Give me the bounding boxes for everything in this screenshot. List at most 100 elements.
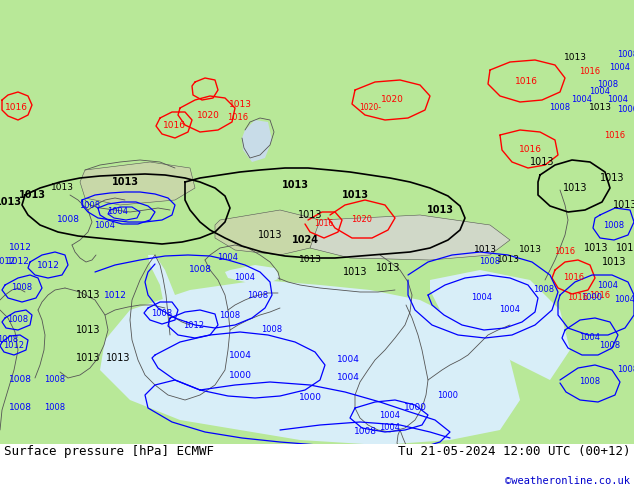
Text: 1016: 1016 (162, 122, 186, 130)
Text: 1016: 1016 (579, 68, 600, 76)
Text: 1012: 1012 (103, 291, 126, 299)
Text: 1008: 1008 (247, 291, 269, 299)
Text: 1013: 1013 (51, 183, 74, 193)
Text: 1008: 1008 (44, 375, 65, 385)
Text: 1004: 1004 (571, 96, 593, 104)
Text: 1013: 1013 (343, 267, 367, 277)
Text: ©weatheronline.co.uk: ©weatheronline.co.uk (505, 476, 630, 486)
Text: 1016: 1016 (555, 247, 576, 256)
Polygon shape (225, 265, 280, 285)
Text: 1004: 1004 (609, 64, 630, 73)
Polygon shape (148, 255, 178, 345)
Text: 1008: 1008 (79, 200, 101, 210)
Polygon shape (215, 210, 320, 255)
Text: 1000: 1000 (299, 393, 321, 402)
Text: 1013: 1013 (600, 173, 624, 183)
Text: 1016: 1016 (604, 130, 626, 140)
Text: 1004: 1004 (614, 295, 634, 304)
Text: 1004: 1004 (217, 253, 238, 263)
Text: 1013: 1013 (612, 200, 634, 210)
Polygon shape (310, 215, 510, 260)
Text: 1008: 1008 (8, 316, 29, 324)
Text: 1000: 1000 (618, 105, 634, 115)
Text: 1013: 1013 (530, 157, 554, 167)
Text: 1008: 1008 (44, 403, 65, 413)
Text: 1000: 1000 (437, 391, 458, 399)
Text: 1008: 1008 (8, 403, 32, 413)
Text: 1008: 1008 (261, 325, 283, 335)
Text: 1008: 1008 (152, 309, 172, 318)
Polygon shape (242, 120, 272, 162)
Text: 1008: 1008 (8, 375, 32, 385)
Text: 1016: 1016 (314, 220, 333, 228)
Text: 1004: 1004 (500, 305, 521, 315)
Text: 1004: 1004 (337, 373, 359, 383)
Text: 1012: 1012 (0, 258, 15, 267)
Text: 1013: 1013 (228, 100, 252, 109)
Text: 1004: 1004 (235, 273, 256, 283)
Text: 1013: 1013 (112, 177, 138, 187)
Text: 1008: 1008 (56, 216, 79, 224)
Text: 1008: 1008 (579, 377, 600, 387)
Text: 1013: 1013 (584, 243, 608, 253)
Text: 1008: 1008 (219, 311, 240, 319)
Text: 1004: 1004 (472, 294, 493, 302)
Text: 1013: 1013 (75, 353, 100, 363)
Text: 1020: 1020 (351, 216, 373, 224)
Polygon shape (430, 270, 570, 380)
Text: 1008: 1008 (597, 80, 619, 90)
Text: 1012: 1012 (6, 258, 29, 267)
Text: 1004: 1004 (607, 96, 628, 104)
Text: 1013: 1013 (18, 190, 46, 200)
Text: 1013: 1013 (299, 255, 321, 265)
Text: 1004: 1004 (108, 207, 129, 217)
Text: 1013: 1013 (602, 257, 626, 267)
Text: 1016: 1016 (567, 294, 588, 302)
Text: 1016: 1016 (4, 102, 27, 112)
Text: 1008: 1008 (479, 258, 501, 267)
Text: 1016: 1016 (228, 114, 249, 122)
Text: 1012: 1012 (9, 244, 32, 252)
Polygon shape (100, 280, 520, 445)
Bar (0, 444, 634, 490)
Text: 1013: 1013 (588, 103, 612, 113)
Polygon shape (80, 162, 195, 205)
Text: 1013: 1013 (0, 197, 22, 207)
Text: 1004: 1004 (337, 356, 359, 365)
Text: 1013: 1013 (564, 53, 586, 63)
Text: 1020: 1020 (380, 96, 403, 104)
Text: 1013: 1013 (342, 190, 368, 200)
Text: 1008: 1008 (188, 266, 212, 274)
Text: 1016: 1016 (564, 273, 585, 283)
Text: 1008: 1008 (550, 103, 571, 113)
Text: 1013: 1013 (376, 263, 400, 273)
Text: 1004: 1004 (380, 423, 401, 433)
Text: 1004: 1004 (380, 411, 401, 419)
Text: 1013: 1013 (106, 353, 130, 363)
Text: 1000: 1000 (581, 294, 602, 302)
Text: 1013: 1013 (563, 183, 587, 193)
Text: 1013: 1013 (75, 290, 100, 300)
Text: 1008: 1008 (354, 427, 377, 437)
Text: 1016: 1016 (515, 77, 538, 87)
Text: 1008: 1008 (618, 366, 634, 374)
Text: 1016: 1016 (519, 146, 541, 154)
Text: 1013: 1013 (474, 245, 496, 254)
Text: 1004: 1004 (579, 334, 600, 343)
Text: 1008: 1008 (604, 220, 624, 229)
Text: Surface pressure [hPa] ECMWF: Surface pressure [hPa] ECMWF (4, 445, 214, 458)
Text: Tu 21-05-2024 12:00 UTC (00+12): Tu 21-05-2024 12:00 UTC (00+12) (398, 445, 630, 458)
Text: 1012: 1012 (37, 261, 60, 270)
Text: 1013: 1013 (281, 180, 309, 190)
Text: 1024: 1024 (292, 235, 318, 245)
Text: 1004: 1004 (229, 350, 252, 360)
Text: 1000: 1000 (228, 370, 252, 379)
Text: 1013: 1013 (258, 230, 282, 240)
Text: 1008: 1008 (618, 50, 634, 59)
Text: 1013: 1013 (496, 255, 519, 265)
Text: 1013: 1013 (298, 210, 322, 220)
Text: 1008: 1008 (11, 284, 32, 293)
Text: 1004: 1004 (597, 280, 619, 290)
Text: 1012: 1012 (183, 320, 205, 329)
Text: 1012: 1012 (4, 341, 25, 349)
